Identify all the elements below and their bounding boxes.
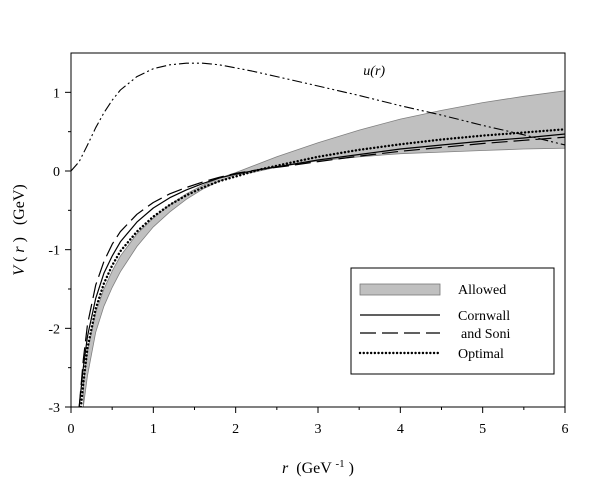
y-title-close: ) xyxy=(11,237,28,242)
y-tick-label: -3 xyxy=(48,401,60,416)
x-tick-label: 5 xyxy=(479,422,486,437)
y-title-unit: (GeV) xyxy=(11,184,28,225)
y-tick-label: 1 xyxy=(53,86,60,101)
axis-layer: 0 1 2 3 4 5 6 -3 -2 -1 0 1 xyxy=(48,86,568,437)
series-line-2-dotted xyxy=(79,128,565,407)
legend-label-allowed: Allowed xyxy=(458,283,506,298)
legend-swatch-allowed xyxy=(359,283,441,296)
legend-label-cornwall: Cornwall xyxy=(458,309,510,324)
x-title-close: ) xyxy=(349,460,354,477)
x-tick-label: 4 xyxy=(397,422,404,437)
band-layer xyxy=(82,90,565,407)
y-title-argvar: r xyxy=(11,246,28,253)
y-axis-title: V ( r ) (GeV) xyxy=(11,184,28,276)
x-tick-label: 1 xyxy=(150,422,157,437)
x-axis-title: r (GeV -1 ) xyxy=(282,454,354,477)
series-layer xyxy=(71,62,565,407)
legend-label-and-soni: and Soni xyxy=(461,327,511,342)
legend: Allowed Cornwall and Soni Optimal xyxy=(350,267,555,375)
y-title-var: V xyxy=(11,264,28,276)
legend-label-optimal: Optimal xyxy=(458,347,504,362)
y-tick-label: 0 xyxy=(53,165,60,180)
y-tick-label: -2 xyxy=(48,322,60,337)
x-tick-label: 3 xyxy=(315,422,322,437)
y-tick-label: -1 xyxy=(48,244,60,259)
x-title-unit: (GeV xyxy=(296,460,332,477)
x-tick-label: 0 xyxy=(68,422,75,437)
x-title-var: r xyxy=(282,460,289,477)
series-line-1-dashed xyxy=(78,136,565,407)
x-title-exp: -1 xyxy=(335,458,344,470)
band-allowed xyxy=(82,90,565,407)
x-tick-label: 6 xyxy=(562,422,569,437)
y-title-open: ( xyxy=(11,257,28,262)
u-r-annotation: u(r) xyxy=(363,64,385,79)
x-tick-label: 2 xyxy=(232,422,239,437)
series-line-0-solid xyxy=(78,133,565,407)
series-line-3-dashdotdot xyxy=(71,62,565,172)
